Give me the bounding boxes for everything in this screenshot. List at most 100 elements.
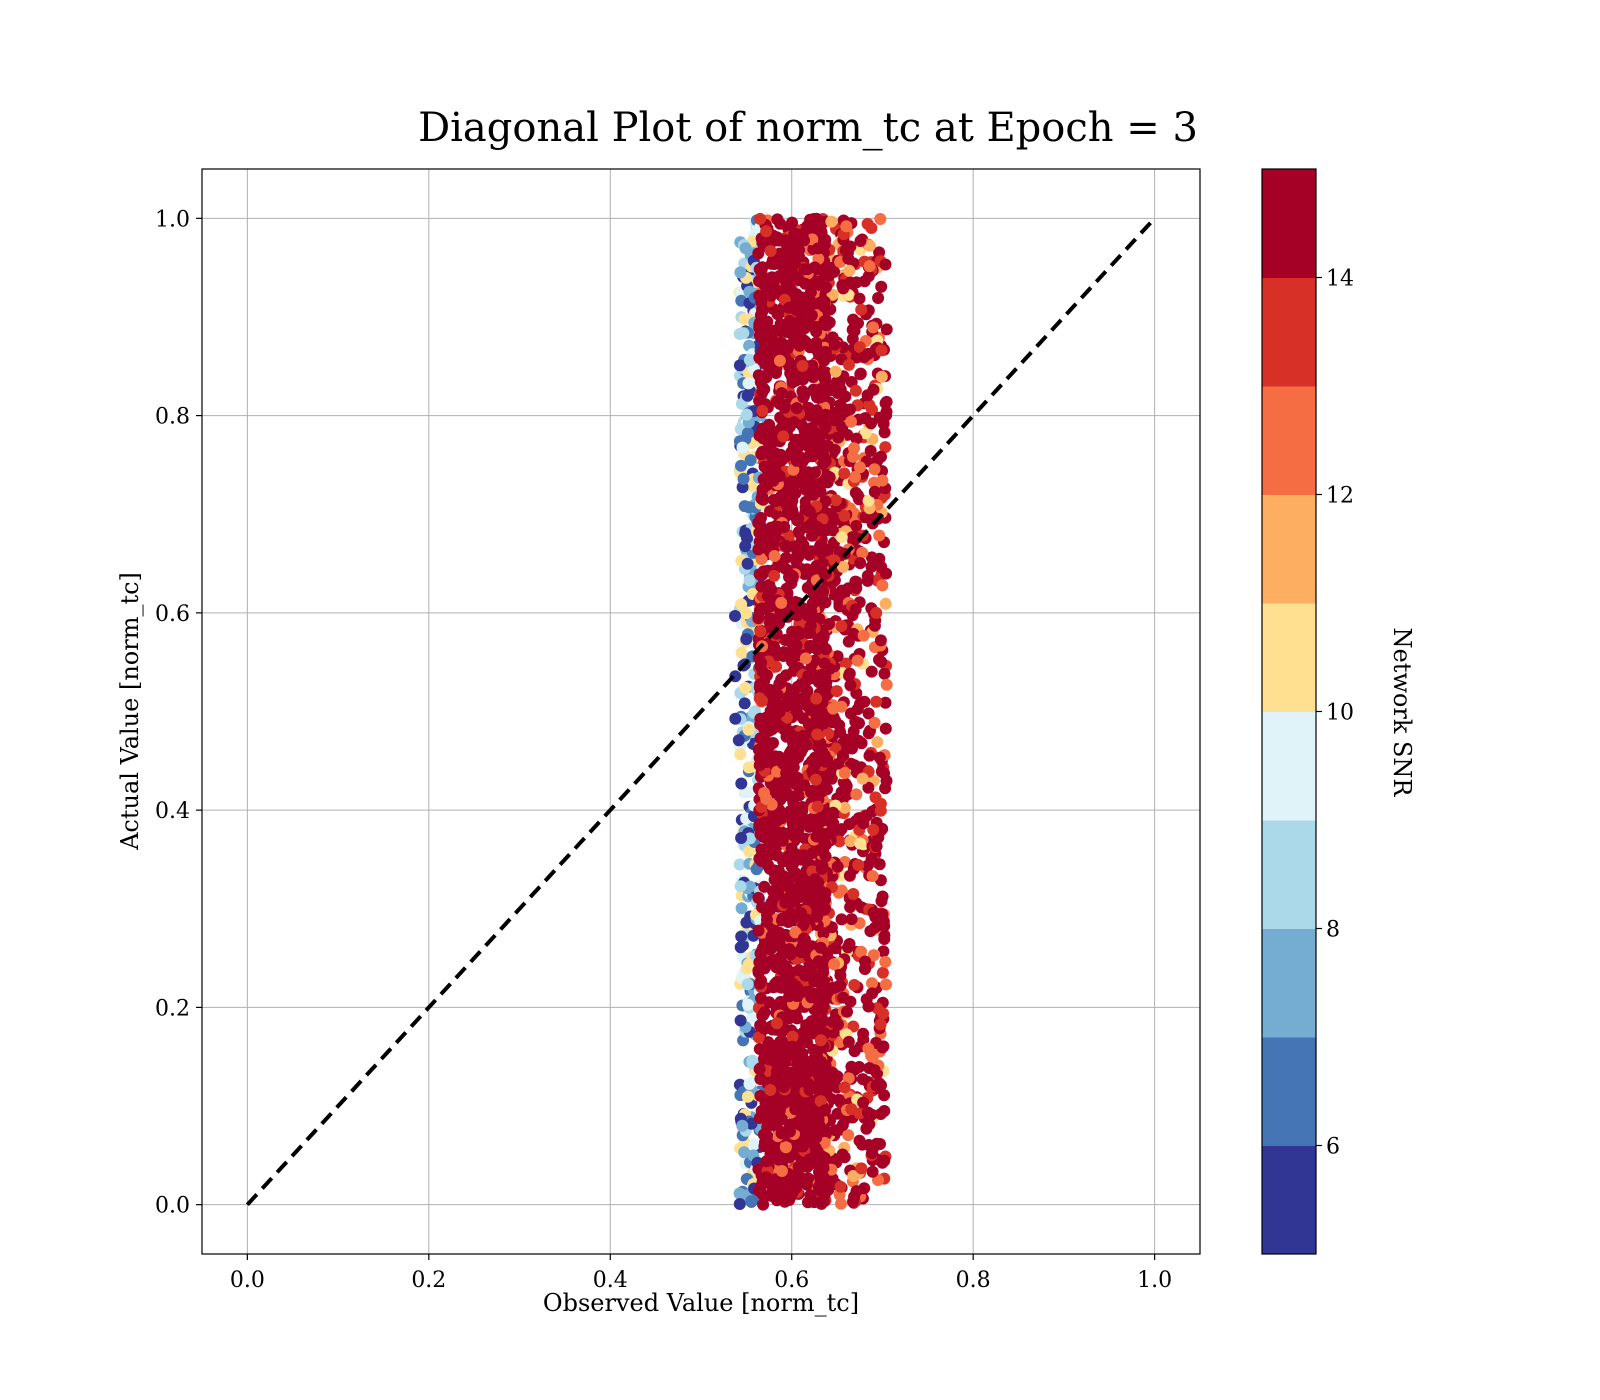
scatter-point xyxy=(842,1129,855,1142)
scatter-point xyxy=(842,1072,855,1085)
scatter-point xyxy=(779,896,792,909)
scatter-point xyxy=(799,676,812,689)
scatter-point xyxy=(835,620,848,633)
scatter-point xyxy=(810,1131,823,1144)
scatter-point xyxy=(875,280,888,293)
scatter-point xyxy=(791,1012,804,1025)
scatter-point xyxy=(817,457,830,470)
scatter-point xyxy=(859,955,872,968)
scatter-point xyxy=(835,1197,847,1210)
scatter-point xyxy=(757,850,770,863)
scatter-point xyxy=(734,1014,747,1027)
scatter-point xyxy=(808,1155,821,1168)
y-axis-ticks: 0.0 0.2 0.4 0.6 0.8 1.0 xyxy=(155,207,202,1219)
colorbar-segment xyxy=(1262,1145,1316,1255)
scatter-point xyxy=(742,377,755,390)
scatter-point xyxy=(807,704,820,717)
scatter-point xyxy=(767,276,780,289)
scatter-point xyxy=(876,890,889,903)
scatter-point xyxy=(838,801,851,814)
scatter-point xyxy=(796,359,809,372)
scatter-point xyxy=(862,1000,875,1013)
scatter-point xyxy=(834,969,847,982)
scatter-point xyxy=(812,955,825,968)
scatter-point xyxy=(735,902,748,915)
scatter-point xyxy=(790,990,803,1002)
scatter-point xyxy=(844,901,857,914)
scatter-point xyxy=(729,610,741,622)
scatter-point xyxy=(767,893,780,906)
scatter-point xyxy=(844,679,857,692)
scatter-point xyxy=(785,598,798,611)
scatter-point xyxy=(832,431,845,444)
scatter-point xyxy=(809,411,821,424)
scatter-point xyxy=(779,1141,792,1154)
scatter-point xyxy=(742,958,755,971)
scatter-point xyxy=(773,705,786,718)
colorbar-segment xyxy=(1262,386,1316,495)
scatter-point xyxy=(815,390,828,403)
scatter-point xyxy=(878,1105,891,1117)
scatter-point xyxy=(768,640,781,653)
scatter-point xyxy=(756,694,769,707)
scatter-point xyxy=(811,1145,824,1158)
scatter-point xyxy=(774,318,787,331)
scatter-point xyxy=(760,756,773,768)
scatter-point xyxy=(819,1104,832,1117)
scatter-point xyxy=(763,1118,776,1131)
scatter-point xyxy=(866,1165,879,1178)
scatter-point xyxy=(875,450,887,463)
scatter-point xyxy=(777,646,790,659)
scatter-point xyxy=(826,1015,839,1028)
scatter-point xyxy=(754,625,767,638)
scatter-point xyxy=(764,600,777,613)
scatter-point xyxy=(797,932,810,945)
scatter-point xyxy=(788,416,801,429)
scatter-point xyxy=(752,924,765,937)
scatter-point xyxy=(875,344,888,357)
scatter-point xyxy=(805,1015,818,1028)
x-axis-label: Observed Value [norm_tc] xyxy=(543,1289,859,1317)
scatter-point xyxy=(754,212,767,225)
scatter-point xyxy=(741,557,754,570)
scatter-point xyxy=(852,859,865,871)
scatter-point xyxy=(743,574,756,587)
scatter-point xyxy=(838,509,851,522)
scatter-point xyxy=(795,946,808,959)
scatter-point xyxy=(797,849,810,862)
scatter-point xyxy=(804,1189,817,1202)
scatter-point xyxy=(861,389,874,402)
scatter-point xyxy=(862,1106,874,1119)
scatter-point xyxy=(870,695,883,708)
scatter-point xyxy=(740,633,753,646)
scatter-point xyxy=(785,825,798,838)
scatter-point xyxy=(851,489,864,502)
scatter-point xyxy=(861,217,874,230)
scatter-point xyxy=(880,323,893,336)
scatter-point xyxy=(847,450,859,463)
scatter-point xyxy=(808,758,821,771)
scatter-point xyxy=(843,358,855,371)
scatter-point xyxy=(879,597,892,610)
scatter-point xyxy=(837,560,849,573)
scatter-point xyxy=(874,797,887,810)
scatter-point xyxy=(807,488,820,501)
scatter-point xyxy=(855,303,868,316)
scatter-point xyxy=(733,328,746,340)
scatter-point xyxy=(851,654,864,667)
scatter-point xyxy=(840,780,853,793)
scatter-point xyxy=(806,987,819,1000)
scatter-point xyxy=(802,298,815,311)
scatter-point xyxy=(792,233,805,246)
scatter-point xyxy=(861,569,874,582)
scatter-point xyxy=(753,1063,766,1076)
colorbar-ticks: 6 8 10 12 14 xyxy=(1316,267,1354,1160)
scatter-points xyxy=(729,212,893,1211)
scatter-point xyxy=(878,1154,891,1167)
scatter-point xyxy=(753,681,766,694)
scatter-point xyxy=(739,242,752,255)
y-tick-label: 0.2 xyxy=(155,996,190,1021)
scatter-point xyxy=(742,998,755,1011)
scatter-point xyxy=(828,338,841,351)
scatter-point xyxy=(796,335,809,348)
